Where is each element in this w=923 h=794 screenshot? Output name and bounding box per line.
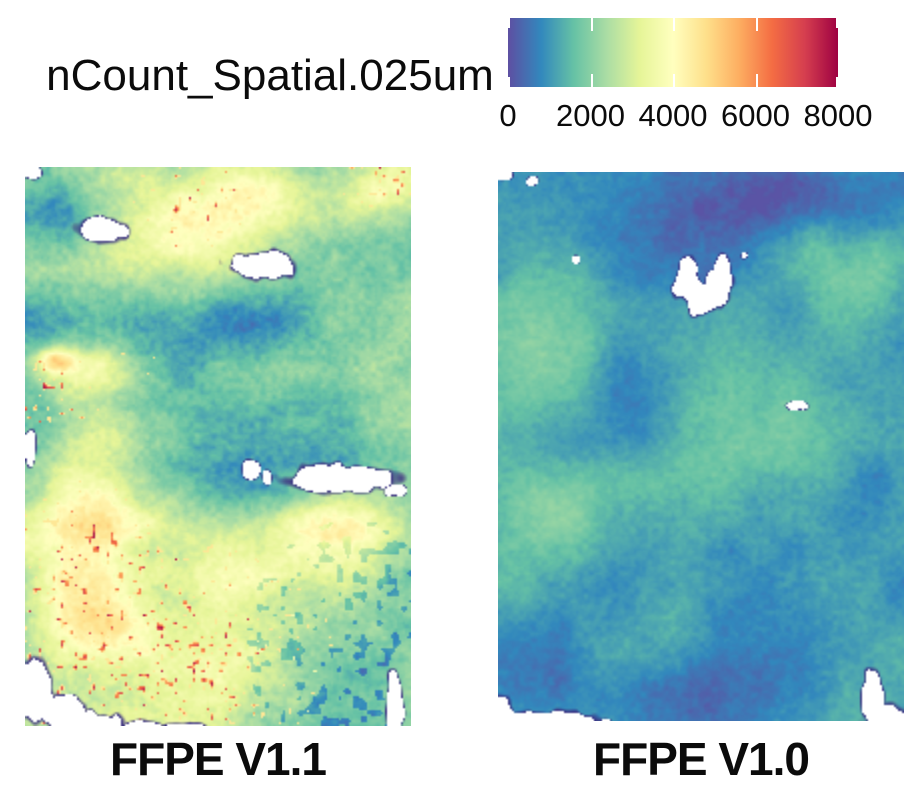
colorbar-tick-4000-bottom — [673, 74, 675, 87]
colorbar-tick-label-0: 0 — [499, 98, 517, 133]
colorbar-tick-6000-bottom — [755, 74, 758, 87]
panel-label-ffpe-v1-1: FFPE V1.1 — [110, 733, 327, 785]
colorbar-tick-2000-top — [590, 18, 593, 31]
colorbar-tick-6000-top — [755, 18, 758, 31]
colorbar-tick-0-bottom — [508, 77, 510, 87]
panel-label-ffpe-v1-0: FFPE V1.0 — [593, 733, 810, 785]
colorbar — [508, 18, 838, 87]
spatial-heatmap-ffpe-v1-1 — [25, 167, 411, 726]
colorbar-tick-0-top — [508, 18, 510, 28]
spatial-heatmap-ffpe-v1-0 — [498, 172, 904, 721]
colorbar-gradient — [508, 18, 838, 87]
colorbar-tick-label-6000: 6000 — [721, 98, 790, 133]
colorbar-tick-8000-top — [836, 18, 838, 28]
colorbar-tick-4000-top — [673, 18, 675, 31]
colorbar-tick-2000-bottom — [590, 74, 593, 87]
colorbar-tick-8000-bottom — [836, 77, 838, 87]
colorbar-tick-label-2000: 2000 — [556, 98, 625, 133]
figure-title: nCount_Spatial.025um — [46, 51, 494, 100]
colorbar-tick-label-4000: 4000 — [638, 98, 708, 133]
colorbar-tick-label-8000: 8000 — [803, 98, 873, 133]
